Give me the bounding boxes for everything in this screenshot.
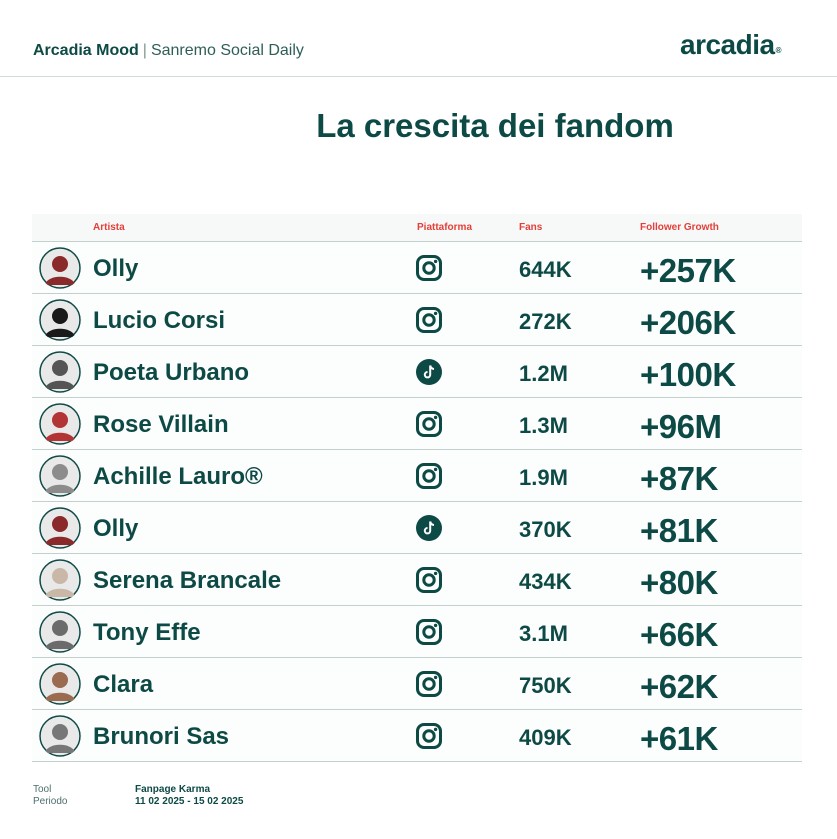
fans-count: 3.1M (519, 621, 568, 646)
table-row: Clara 750K +62K (32, 658, 802, 710)
header-title: Arcadia Mood | Sanremo Social Daily (33, 41, 304, 61)
instagram-icon (415, 566, 445, 596)
instagram-icon (415, 670, 445, 700)
follower-growth: +61K (640, 720, 718, 757)
fans-count: 1.9M (519, 465, 568, 490)
artist-name: Poeta Urbano (93, 359, 250, 386)
artist-avatar (39, 455, 81, 497)
artist-avatar (39, 299, 81, 341)
column-header-platform: Piattaforma (417, 222, 473, 233)
fandom-table: Artista Piattaforma Fans Follower Growth… (32, 214, 802, 762)
fans-count: 272K (519, 309, 572, 334)
table-header: Artista Piattaforma Fans Follower Growth (32, 214, 802, 242)
instagram-icon (415, 410, 445, 440)
follower-growth: +206K (640, 304, 736, 341)
fans-count: 434K (519, 569, 572, 594)
follower-growth: +257K (640, 252, 736, 289)
fans-count: 409K (519, 725, 572, 750)
table-body: Olly 644K +257K Lucio Corsi 272K +206K Poeta U… (32, 242, 802, 762)
footer-tool-value: Fanpage Karma (135, 784, 211, 795)
artist-avatar (39, 507, 81, 549)
artist-name: Brunori Sas (93, 723, 230, 750)
footer-labels: Tool Periodo (33, 784, 67, 808)
footer-period-label: Periodo (33, 796, 68, 807)
table-row: Lucio Corsi 272K +206K (32, 294, 802, 346)
table-row: Tony Effe 3.1M +66K (32, 606, 802, 658)
table-row: Serena Brancale 434K +80K (32, 554, 802, 606)
fans-count: 644K (519, 257, 572, 282)
instagram-icon (415, 254, 445, 284)
tiktok-icon (415, 358, 445, 388)
instagram-icon (415, 618, 445, 648)
artist-avatar (39, 351, 81, 393)
table-row: Brunori Sas 409K +61K (32, 710, 802, 762)
header-separator: | (142, 42, 147, 59)
follower-growth: +62K (640, 668, 718, 705)
logo-text: arcadia (680, 29, 775, 60)
instagram-icon (415, 722, 445, 752)
column-header-growth: Follower Growth (640, 222, 719, 233)
page-header: Arcadia Mood | Sanremo Social Daily arcadi… (0, 0, 837, 77)
table-row: Achille Lauro® 1.9M +87K (32, 450, 802, 502)
artist-avatar (39, 247, 81, 289)
follower-growth: +96M (640, 408, 722, 445)
table-row: Poeta Urbano 1.2M +100K (32, 346, 802, 398)
instagram-icon (415, 306, 445, 336)
fans-count: 750K (519, 673, 572, 698)
follower-growth: +87K (640, 460, 718, 497)
instagram-icon (415, 462, 445, 492)
artist-name: Rose Villain (93, 411, 229, 438)
artist-name: Olly (93, 515, 139, 542)
tiktok-icon (415, 514, 445, 544)
column-header-artist: Artista (93, 222, 125, 233)
column-header-fans: Fans (519, 222, 543, 233)
table-row: Rose Villain 1.3M +96M (32, 398, 802, 450)
brand-name: Arcadia Mood (33, 42, 139, 59)
artist-avatar (39, 663, 81, 705)
artist-avatar (39, 403, 81, 445)
artist-name: Achille Lauro® (93, 463, 263, 490)
artist-avatar (39, 559, 81, 601)
fans-count: 1.2M (519, 361, 568, 386)
arcadia-logo: arcadia® (680, 29, 782, 60)
footer-values: Fanpage Karma 11 02 2025 - 15 02 2025 (135, 784, 243, 808)
artist-name: Olly (93, 255, 139, 282)
artist-avatar (39, 611, 81, 653)
artist-name: Lucio Corsi (93, 307, 226, 334)
artist-name: Serena Brancale (93, 567, 282, 594)
artist-name: Clara (93, 671, 154, 698)
follower-growth: +66K (640, 616, 718, 653)
header-subtitle: Sanremo Social Daily (150, 42, 304, 59)
footer-period-value: 11 02 2025 - 15 02 2025 (135, 796, 244, 807)
follower-growth: +81K (640, 512, 718, 549)
fans-count: 1.3M (519, 413, 568, 438)
table-row: Olly 644K +257K (32, 242, 802, 294)
follower-growth: +80K (640, 564, 718, 601)
artist-avatar (39, 715, 81, 757)
logo-registered-mark: ® (775, 46, 782, 55)
artist-name: Tony Effe (93, 619, 201, 646)
footer-tool-label: Tool (33, 784, 52, 795)
follower-growth: +100K (640, 356, 736, 393)
page-title: La crescita dei fandom (316, 107, 674, 144)
table-row: Olly 370K +81K (32, 502, 802, 554)
fans-count: 370K (519, 517, 572, 542)
